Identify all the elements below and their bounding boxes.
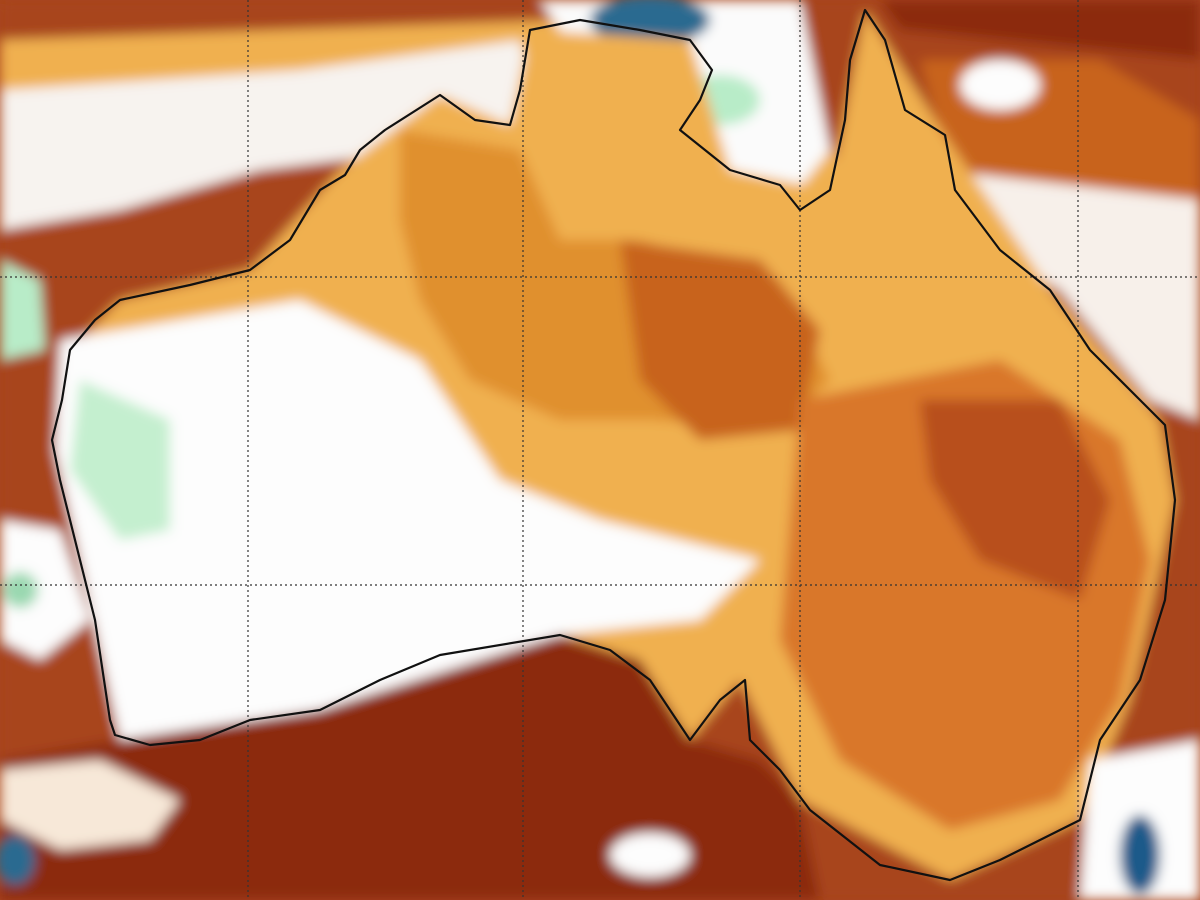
shade-region	[0, 520, 90, 660]
shade-region	[0, 260, 45, 360]
shade-region	[610, 833, 690, 877]
coastline	[50, 8, 1177, 882]
shade-region	[70, 380, 170, 540]
shade-region	[960, 60, 1040, 110]
shade-region	[0, 635, 820, 900]
shade-region	[0, 760, 180, 850]
shade-region	[920, 400, 1110, 600]
shade-region	[0, 40, 540, 230]
shade-region	[880, 0, 1200, 60]
shade-region	[1120, 815, 1160, 895]
shade-region	[0, 835, 35, 885]
shade-region	[620, 240, 820, 440]
shade-region	[590, 0, 710, 45]
shade-region	[2, 572, 38, 608]
shade-region	[55, 300, 760, 740]
